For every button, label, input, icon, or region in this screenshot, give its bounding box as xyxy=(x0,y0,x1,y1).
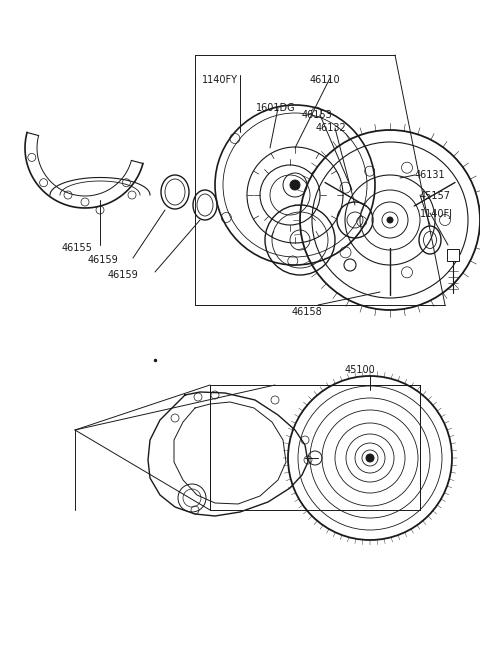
Text: 1140FJ: 1140FJ xyxy=(420,209,453,219)
Circle shape xyxy=(387,217,393,223)
Text: 46159: 46159 xyxy=(88,255,119,265)
Bar xyxy=(447,249,459,261)
Text: 46131: 46131 xyxy=(415,170,445,180)
Circle shape xyxy=(290,180,300,190)
Circle shape xyxy=(366,454,374,462)
Text: 46153: 46153 xyxy=(302,110,333,120)
Text: 1601DG: 1601DG xyxy=(256,103,296,113)
Text: 45157: 45157 xyxy=(420,191,451,201)
Text: 1140FY: 1140FY xyxy=(202,75,238,85)
Text: 46110: 46110 xyxy=(310,75,341,85)
Text: 46159: 46159 xyxy=(108,270,139,280)
Text: 46132: 46132 xyxy=(316,123,347,133)
Text: 46155: 46155 xyxy=(62,243,93,253)
Text: 46158: 46158 xyxy=(292,307,323,317)
Text: 45100: 45100 xyxy=(345,365,376,375)
